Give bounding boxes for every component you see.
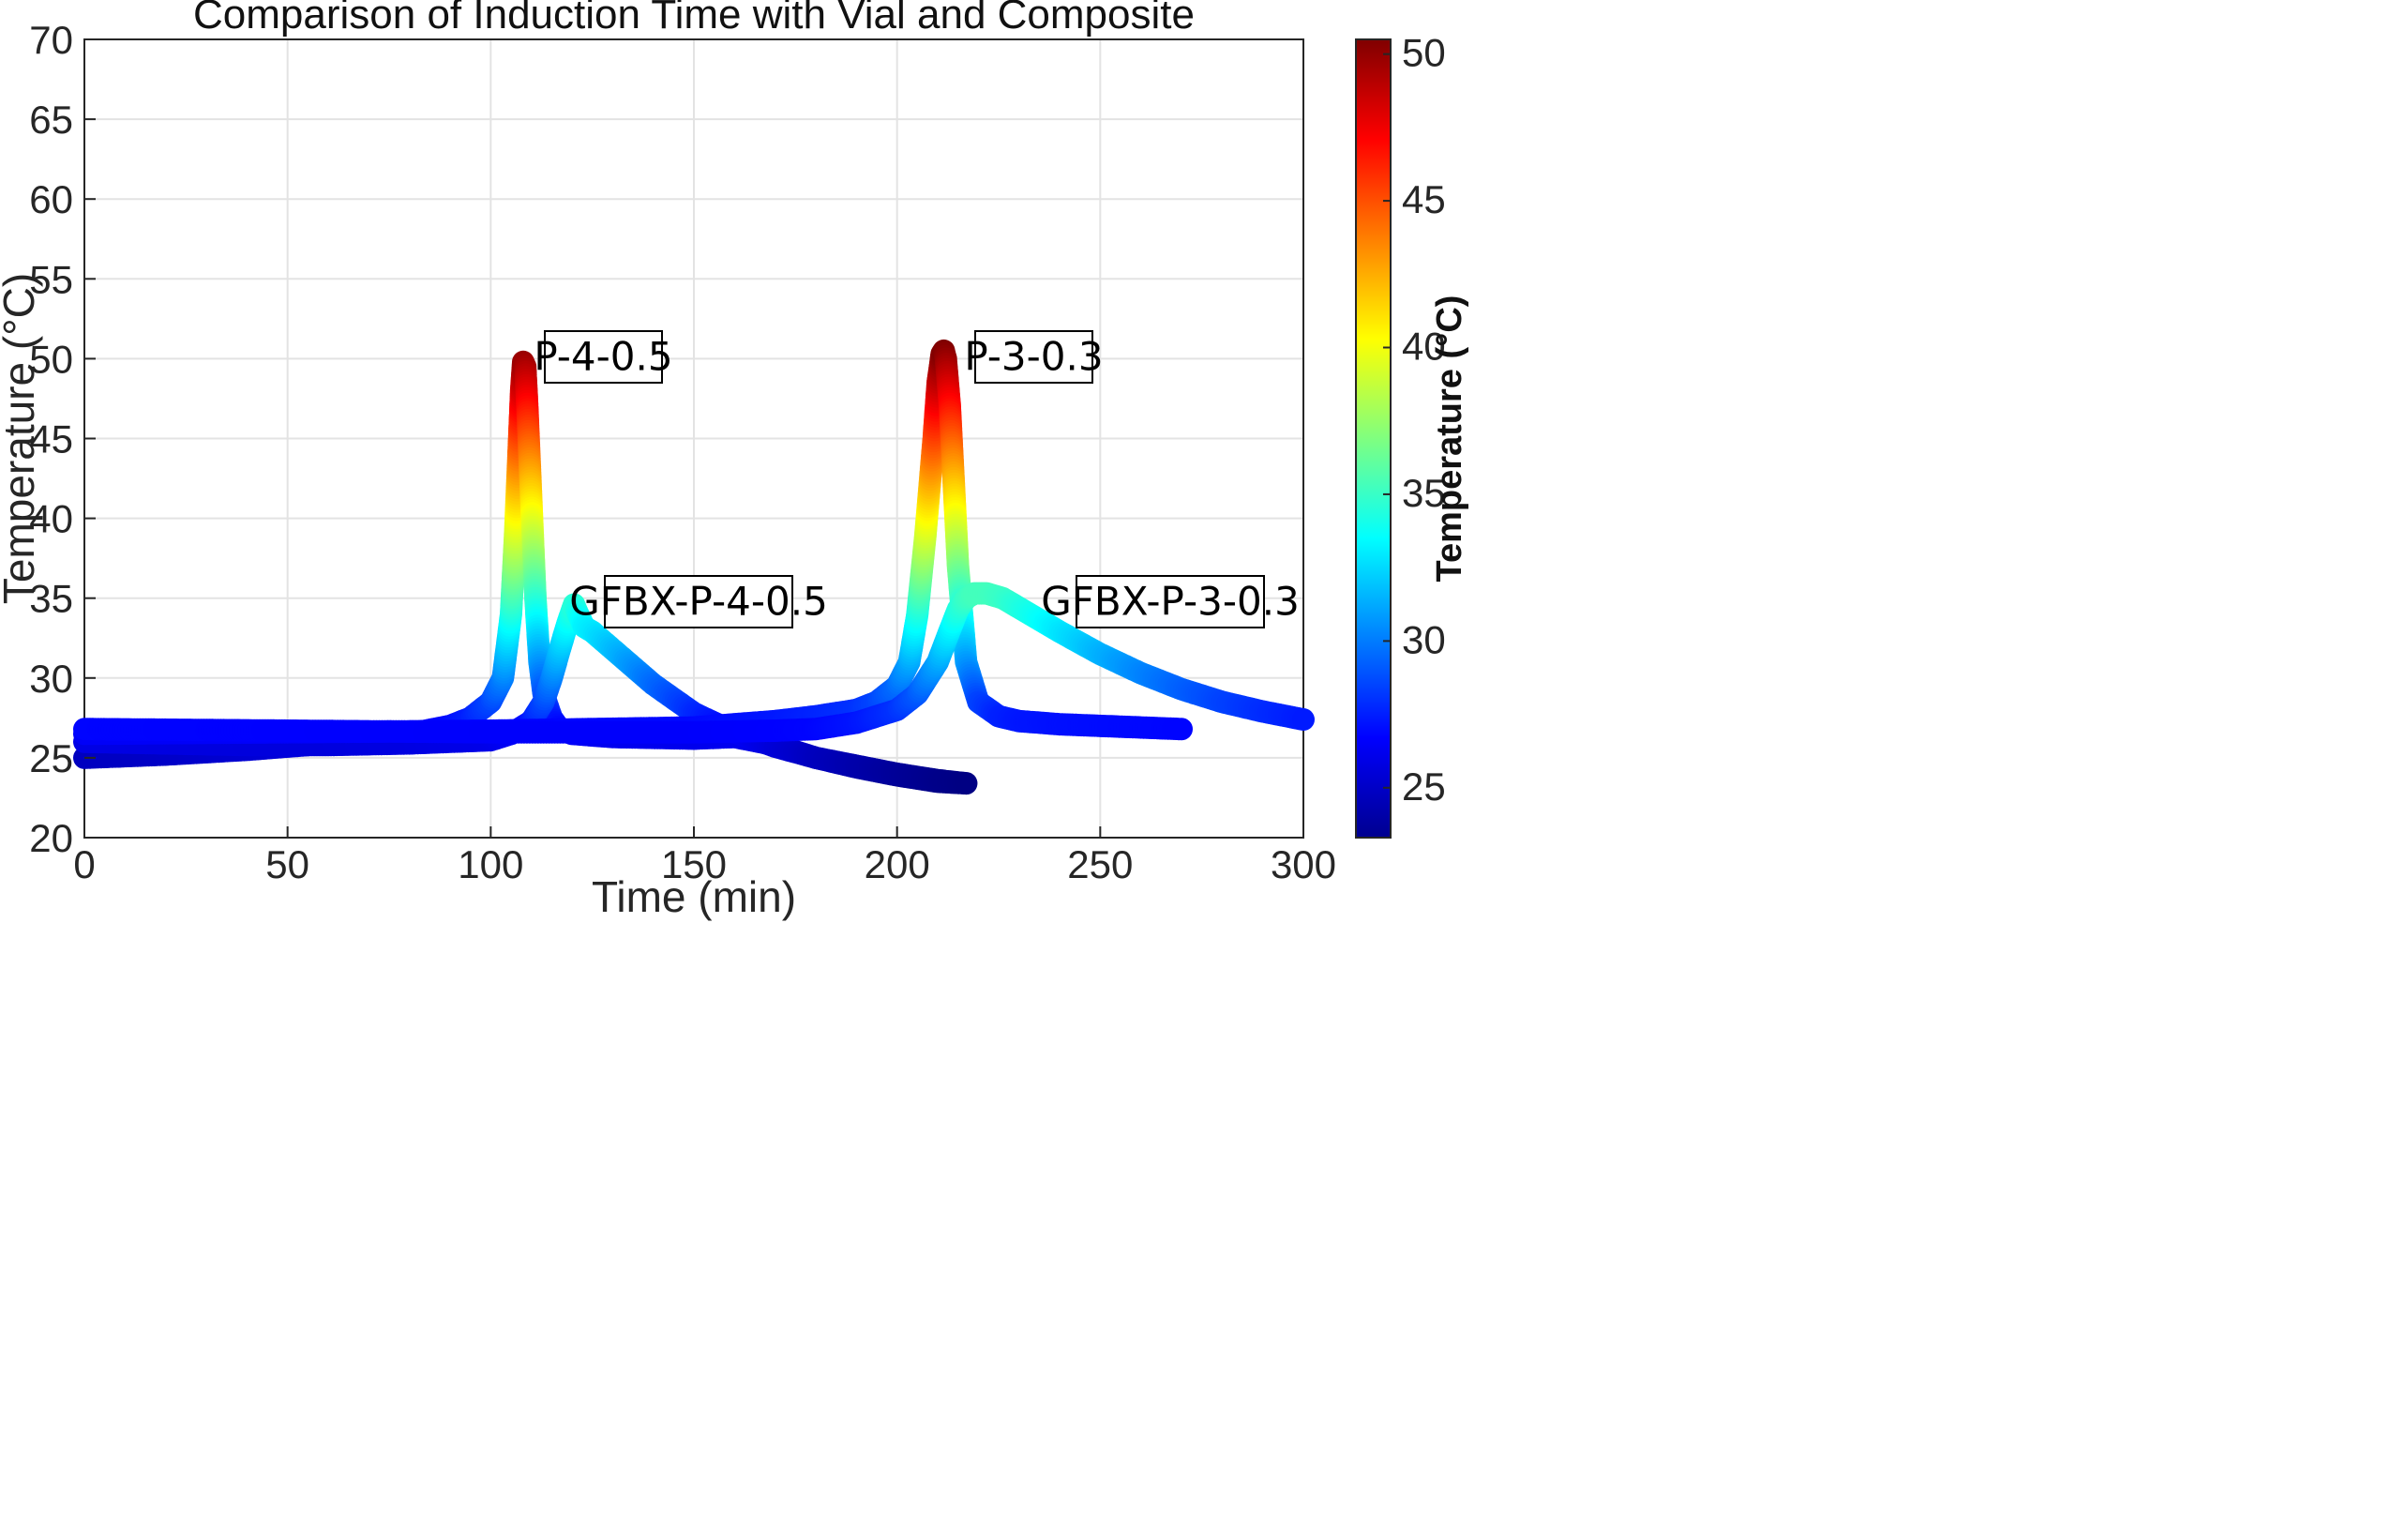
y-tick-label: 40 <box>29 497 73 541</box>
x-tick-label: 200 <box>865 842 930 886</box>
colorbar-label: Temperature (°C) <box>1430 295 1469 583</box>
colorbar-tick-label: 30 <box>1402 617 1446 661</box>
data-point <box>955 772 978 795</box>
y-tick-label: 55 <box>29 257 73 301</box>
data-point <box>1170 718 1193 741</box>
annotation-label: P-4-0.5 <box>534 334 672 380</box>
annotation-box <box>974 330 1093 384</box>
annotation-P-4-0.5: P-4-0.5 <box>534 330 673 384</box>
annotation-label: GFBX-P-4-0.5 <box>569 579 828 625</box>
data-point <box>1292 708 1315 732</box>
annotation-box <box>604 575 793 628</box>
y-tick-label: 35 <box>29 577 73 621</box>
series-P-3-0.3 <box>73 339 1193 746</box>
colorbar-tick-label: 45 <box>1402 177 1446 221</box>
colorbar-tick-label: 25 <box>1402 764 1446 809</box>
y-tick-label: 65 <box>29 98 73 142</box>
chart-title: Comparison of Induction Time with Vial a… <box>193 0 1195 38</box>
annotations: P-4-0.5 P-3-0.3 GFBX-P-4-0.5 GFBX-P-3-0.3 <box>534 330 1300 628</box>
x-tick-label: 0 <box>73 842 95 886</box>
annotation-GFBX-P-4-0.5: GFBX-P-4-0.5 <box>569 575 828 628</box>
annotation-box <box>544 330 663 384</box>
annotation-P-3-0.3: P-3-0.3 <box>964 330 1104 384</box>
annotation-GFBX-P-3-0.3: GFBX-P-3-0.3 <box>1041 575 1300 628</box>
y-tick-label: 50 <box>29 337 73 381</box>
annotation-label: GFBX-P-3-0.3 <box>1041 579 1300 625</box>
tick-labels: 0 50 100 150 200 250 300 20 25 30 35 40 45 50 55 60 65 70 <box>29 18 1336 886</box>
series-GFBX-P-3-0.3 <box>73 582 1315 744</box>
colorbar-tick-label: 40 <box>1402 325 1446 369</box>
x-tick-label: 250 <box>1067 842 1133 886</box>
y-axis-label: Temperature (°C) <box>0 273 43 604</box>
y-tick-label: 30 <box>29 657 73 701</box>
colorbar-ticks: 25 30 35 40 45 50 <box>1383 31 1446 809</box>
colorbar: 25 30 35 40 45 50 Temperature (°C) <box>1355 31 1469 839</box>
y-tick-label: 20 <box>29 816 73 860</box>
x-axis-label: Time (min) <box>592 872 796 921</box>
annotation-label: P-3-0.3 <box>964 334 1103 380</box>
y-tick-label: 60 <box>29 177 73 221</box>
series-GFBX-P-4-0.5 <box>73 593 978 795</box>
x-tick-label: 150 <box>661 842 727 886</box>
x-tick-label: 50 <box>265 842 309 886</box>
colorbar-tick-label: 50 <box>1402 31 1446 75</box>
y-tick-label: 70 <box>29 18 73 62</box>
series-layer <box>73 339 1315 795</box>
colorbar-gradient <box>1355 38 1392 839</box>
y-tick-label: 25 <box>29 736 73 780</box>
colorbar-tick-label: 35 <box>1402 471 1446 515</box>
x-tick-label: 300 <box>1271 842 1336 886</box>
x-tick-label: 100 <box>458 842 523 886</box>
annotation-box <box>1076 575 1265 628</box>
y-tick-label: 45 <box>29 417 73 461</box>
